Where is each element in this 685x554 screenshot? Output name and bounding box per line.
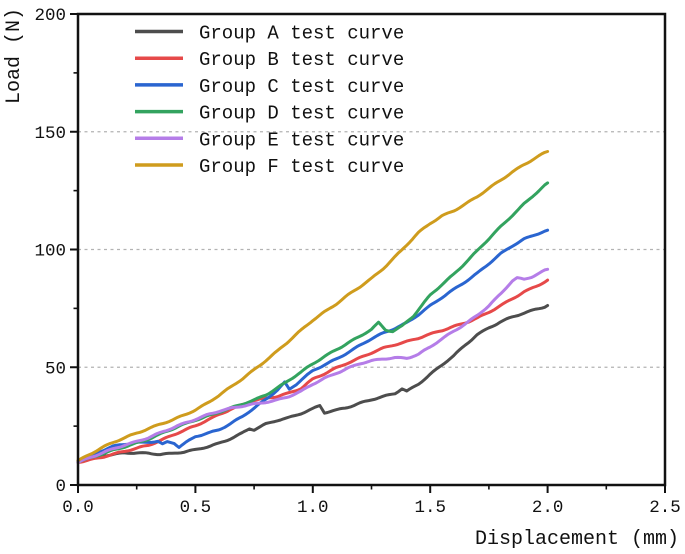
curve-group-c-test-curve bbox=[76, 228, 550, 464]
legend-label-group-d-test-curve: Group D test curve bbox=[199, 103, 404, 125]
y-tick-label-150: 150 bbox=[34, 124, 66, 144]
x-tick-label-2.0: 2.0 bbox=[532, 498, 564, 518]
x-tick-label-1.5: 1.5 bbox=[414, 498, 446, 518]
y-tick-label-200: 200 bbox=[34, 6, 66, 26]
legend-label-group-b-test-curve: Group B test curve bbox=[199, 49, 404, 71]
curve-group-f-test-curve bbox=[76, 150, 550, 463]
y-tick-label-50: 50 bbox=[45, 359, 66, 379]
legend-label-group-a-test-curve: Group A test curve bbox=[199, 23, 404, 45]
x-tick-label-0.0: 0.0 bbox=[62, 498, 94, 518]
y-tick-label-0: 0 bbox=[55, 477, 66, 497]
x-tick-label-1.0: 1.0 bbox=[297, 498, 329, 518]
legend-label-group-c-test-curve: Group C test curve bbox=[199, 76, 404, 98]
y-tick-label-100: 100 bbox=[34, 242, 66, 262]
legend-label-group-f-test-curve: Group F test curve bbox=[199, 156, 404, 178]
x-axis-title: Displacement (mm) bbox=[474, 528, 679, 551]
legend-label-group-e-test-curve: Group E test curve bbox=[199, 129, 404, 151]
y-axis-title: Load (N) bbox=[3, 8, 26, 105]
x-tick-label-0.5: 0.5 bbox=[180, 498, 212, 518]
x-tick-label-2.5: 2.5 bbox=[649, 498, 681, 518]
curve-group-e-test-curve bbox=[76, 267, 550, 464]
curve-group-a-test-curve bbox=[76, 304, 550, 463]
